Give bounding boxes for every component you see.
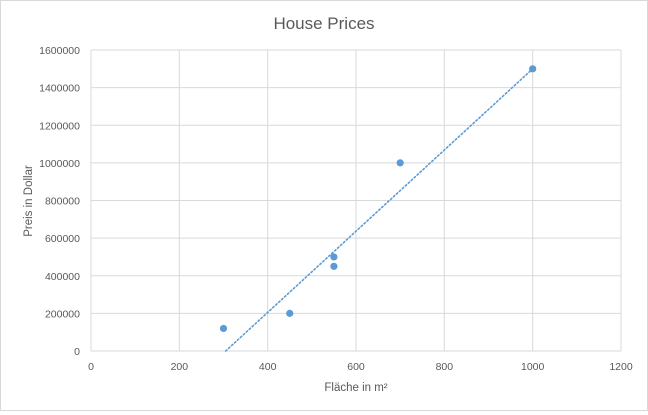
trendline <box>224 68 534 352</box>
x-axis-ticks: 0 200 400 600 800 1000 1200 <box>88 361 633 373</box>
y-tick-label-2: 400000 <box>45 271 80 283</box>
y-tick-label-3: 600000 <box>45 233 80 245</box>
y-tick-label-5: 1000000 <box>39 158 80 170</box>
y-axis-label: Preis in Dollar <box>23 165 35 237</box>
chart-title: House Prices <box>273 14 374 33</box>
x-tick-label-3: 600 <box>347 361 365 373</box>
y-tick-label-1: 200000 <box>45 308 80 320</box>
y-tick-label-4: 800000 <box>45 196 80 208</box>
x-tick-label-5: 1000 <box>521 361 545 373</box>
x-tick-label-6: 1200 <box>609 361 633 373</box>
data-point-0 <box>219 324 228 333</box>
x-tick-label-0: 0 <box>88 361 94 373</box>
data-points <box>219 65 537 333</box>
data-point-4 <box>396 159 404 167</box>
y-tick-label-7: 1400000 <box>39 83 80 95</box>
x-axis-label: Fläche in m² <box>324 382 387 394</box>
gridlines <box>90 49 622 352</box>
data-point-5 <box>529 65 537 73</box>
trendline-group <box>224 68 534 352</box>
data-point-1 <box>286 309 294 317</box>
x-tick-label-1: 200 <box>171 361 189 373</box>
x-tick-label-2: 400 <box>259 361 277 373</box>
x-tick-label-4: 800 <box>436 361 454 373</box>
y-tick-label-0: 0 <box>74 346 80 358</box>
data-point-3 <box>330 253 338 261</box>
y-tick-label-6: 1200000 <box>39 120 80 132</box>
y-tick-label-8: 1600000 <box>39 45 80 57</box>
data-point-2 <box>330 262 338 270</box>
y-axis-ticks: 0 200000 400000 600000 800000 1000000 1200000 1… <box>39 45 80 358</box>
